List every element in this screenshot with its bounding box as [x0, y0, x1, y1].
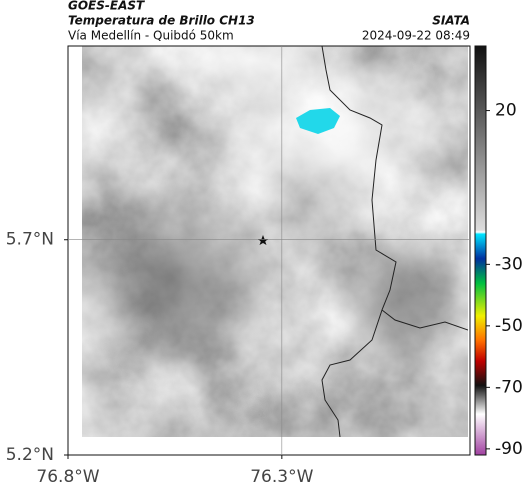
source: GOES-EAST [68, 0, 145, 13]
colorbar-tick-label: -30 [495, 254, 523, 274]
colorbar-tick-label: -70 [495, 377, 523, 397]
colorbar-tick-label: 20 [495, 101, 517, 121]
subtitle: Vía Medellín - Quibdó 50km [68, 29, 234, 43]
y-tick-label: 5.7°N [6, 230, 54, 250]
title: Temperatura de Brillo CH13 [68, 14, 255, 28]
colorbar [474, 45, 487, 456]
colorbar-tick-label: -50 [495, 316, 523, 336]
agency: SIATA [432, 14, 470, 28]
x-tick-label: 76.8°W [36, 467, 99, 487]
y-tick-label: 5.2°N [6, 445, 54, 465]
cold-cloud [296, 108, 340, 134]
border [321, 46, 468, 331]
datetime: 2024-09-22 08:49 [362, 29, 470, 43]
border [321, 309, 383, 437]
satellite-image [82, 46, 468, 437]
colorbar-tick-label: -90 [495, 439, 523, 459]
map-frame [67, 45, 471, 456]
x-tick-label: 76.3°W [250, 467, 313, 487]
